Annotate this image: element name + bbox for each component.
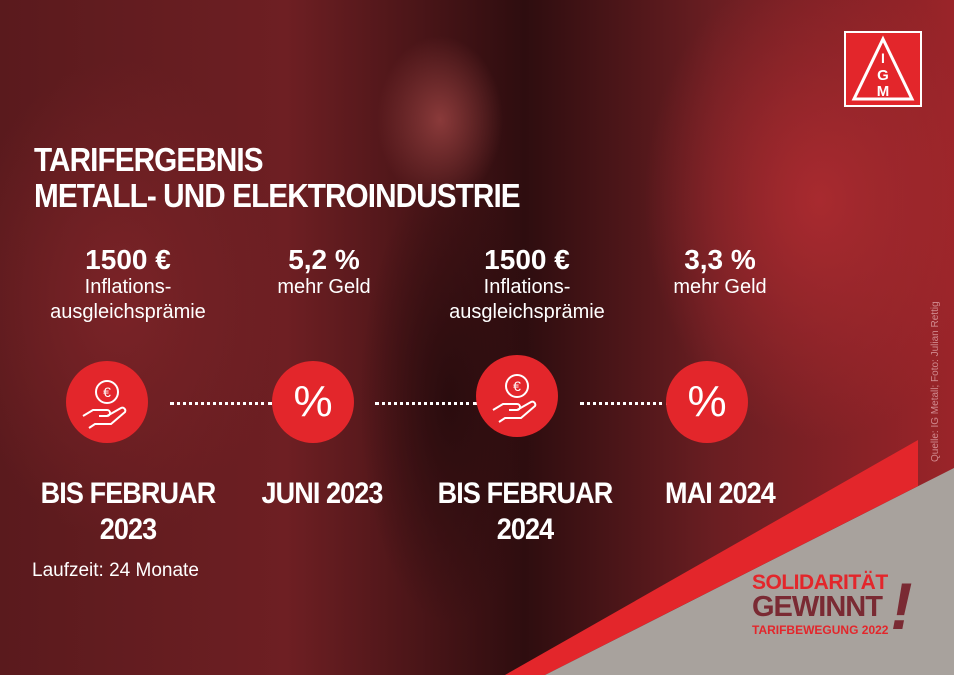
item-4-date: MAI 2024	[620, 476, 820, 512]
amount: 5,2 %	[288, 244, 360, 275]
svg-text:I: I	[881, 50, 885, 66]
item-1-info: 1500 € Inflations- ausgleichsprämie	[28, 245, 228, 325]
item-3-date: BIS FEBRUAR 2024	[425, 476, 625, 548]
description: ausgleichsprämie	[50, 301, 206, 323]
description: mehr Geld	[277, 276, 371, 298]
date: JUNI 2023	[261, 477, 384, 510]
svg-text:G: G	[877, 67, 889, 84]
slogan-logo: SOLIDARITÄT GEWINNT TARIFBEWEGUNG 2022 !	[752, 568, 913, 643]
duration: Laufzeit: 24 Monate	[32, 560, 199, 581]
exclamation-mark: !	[890, 568, 913, 643]
page-title: TARIFERGEBNIS METALL- UND ELEKTROINDUSTR…	[34, 141, 521, 214]
percent-icon: %	[272, 361, 354, 443]
svg-text:€: €	[103, 384, 111, 400]
date: 2023	[99, 513, 157, 546]
red-stripe	[505, 440, 918, 675]
item-3-info: 1500 € Inflations- ausgleichsprämie	[427, 245, 627, 325]
slogan-line-2: GEWINNT	[752, 591, 883, 623]
description: mehr Geld	[673, 276, 767, 298]
item-4-info: 3,3 % mehr Geld	[620, 245, 820, 300]
timeline-dots	[170, 402, 272, 405]
title-line-1: TARIFERGEBNIS	[34, 141, 264, 178]
source-credit: Quelle: IG Metall; Foto: Julian Rettig	[930, 301, 941, 462]
amount: 1500 €	[85, 244, 171, 275]
percent-icon: %	[666, 361, 748, 443]
gray-triangle	[545, 468, 954, 675]
description: Inflations-	[84, 276, 172, 298]
euro-coin-hand-icon: €	[476, 355, 558, 437]
item-1-date: BIS FEBRUAR 2023	[28, 476, 228, 548]
slogan-line-3: TARIFBEWEGUNG 2022	[752, 623, 889, 637]
description: ausgleichsprämie	[449, 301, 605, 323]
percent-symbol: %	[687, 377, 727, 426]
svg-text:M: M	[877, 83, 890, 100]
timeline-dots	[375, 402, 477, 405]
timeline-dots	[580, 402, 670, 405]
date: BIS FEBRUAR	[40, 477, 217, 510]
date: BIS FEBRUAR	[437, 477, 614, 510]
description: Inflations-	[483, 276, 571, 298]
date: 2024	[496, 513, 554, 546]
slogan-line-1: SOLIDARITÄT	[752, 571, 888, 594]
percent-symbol: %	[293, 377, 333, 426]
item-2-info: 5,2 % mehr Geld	[224, 245, 424, 300]
item-2-date: JUNI 2023	[222, 476, 422, 512]
euro-coin-hand-icon: €	[66, 361, 148, 443]
title-line-2: METALL- UND ELEKTROINDUSTRIE	[34, 177, 521, 214]
ig-metall-logo: I G M	[844, 31, 922, 107]
amount: 3,3 %	[684, 244, 756, 275]
amount: 1500 €	[484, 244, 570, 275]
date: MAI 2024	[665, 477, 776, 510]
svg-text:€: €	[513, 378, 521, 394]
